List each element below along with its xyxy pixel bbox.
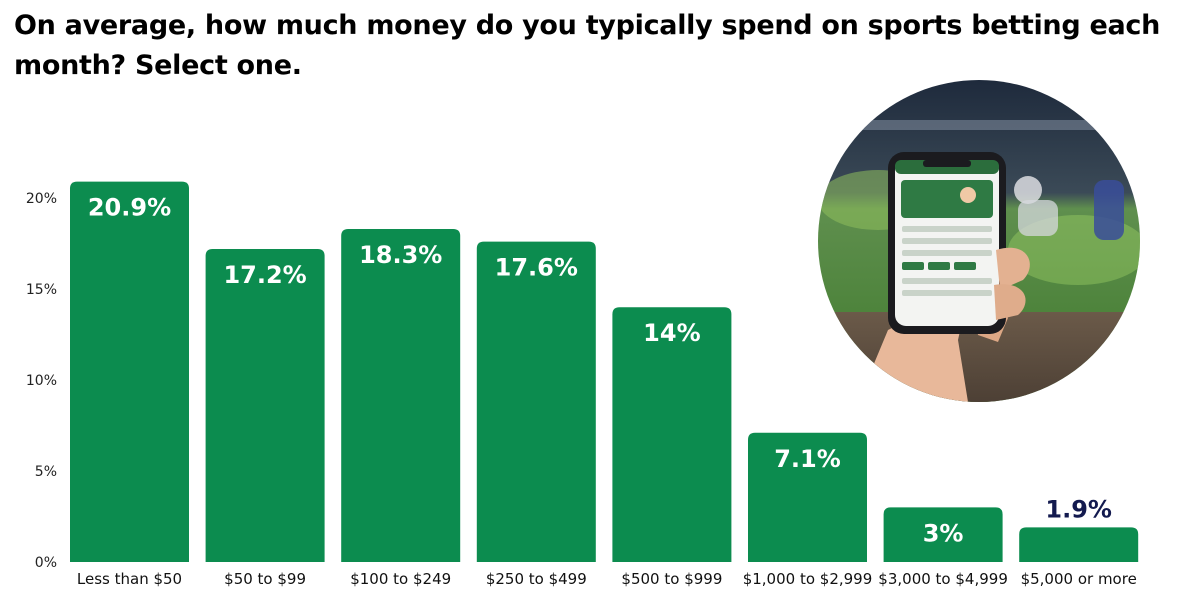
x-category-label: $1,000 to $2,999	[743, 570, 873, 588]
bar-value-label: 17.6%	[495, 254, 578, 282]
bar	[883, 507, 1003, 562]
bar	[612, 307, 732, 562]
bar	[1019, 527, 1139, 562]
bar-value-label: 1.9%	[1045, 495, 1112, 523]
bar-value-label: 17.2%	[223, 261, 306, 289]
x-category-label: $50 to $99	[224, 570, 306, 588]
x-category-label: $5,000 or more	[1021, 570, 1137, 588]
x-category-label: $500 to $999	[621, 570, 722, 588]
hand-holding-phone-icon	[818, 80, 1140, 402]
bar	[476, 241, 596, 562]
x-category-label: $250 to $499	[486, 570, 587, 588]
y-tick-label: 20%	[26, 191, 57, 207]
y-tick-label: 10%	[26, 373, 57, 389]
bar	[205, 248, 325, 562]
bar-value-label: 14%	[643, 319, 700, 347]
data-labels-group: 20.9% 17.2% 18.3% 17.6% 14% 7.1% 3% 1.9%	[88, 194, 1112, 548]
sports-betting-photo	[818, 80, 1140, 402]
x-axis: Less than $50 $50 to $99 $100 to $249 $250 …	[77, 570, 1137, 588]
y-tick-label: 5%	[35, 464, 57, 480]
y-tick-label: 0%	[35, 555, 57, 571]
bars-group	[70, 181, 1139, 562]
bar-value-label: 7.1%	[774, 445, 841, 473]
y-tick-label: 15%	[26, 282, 57, 298]
bar-value-label: 3%	[923, 519, 964, 547]
bar	[341, 228, 461, 562]
chart-title: On average, how much money do you typica…	[14, 10, 1161, 81]
x-category-label: $3,000 to $4,999	[878, 570, 1008, 588]
bar-value-label: 20.9%	[88, 194, 171, 222]
x-category-label: Less than $50	[77, 570, 182, 588]
x-category-label: $100 to $249	[350, 570, 451, 588]
bar	[748, 432, 867, 562]
y-axis: 0% 5% 10% 15% 20%	[26, 191, 57, 571]
bar	[70, 181, 189, 562]
bar-value-label: 18.3%	[359, 241, 442, 269]
